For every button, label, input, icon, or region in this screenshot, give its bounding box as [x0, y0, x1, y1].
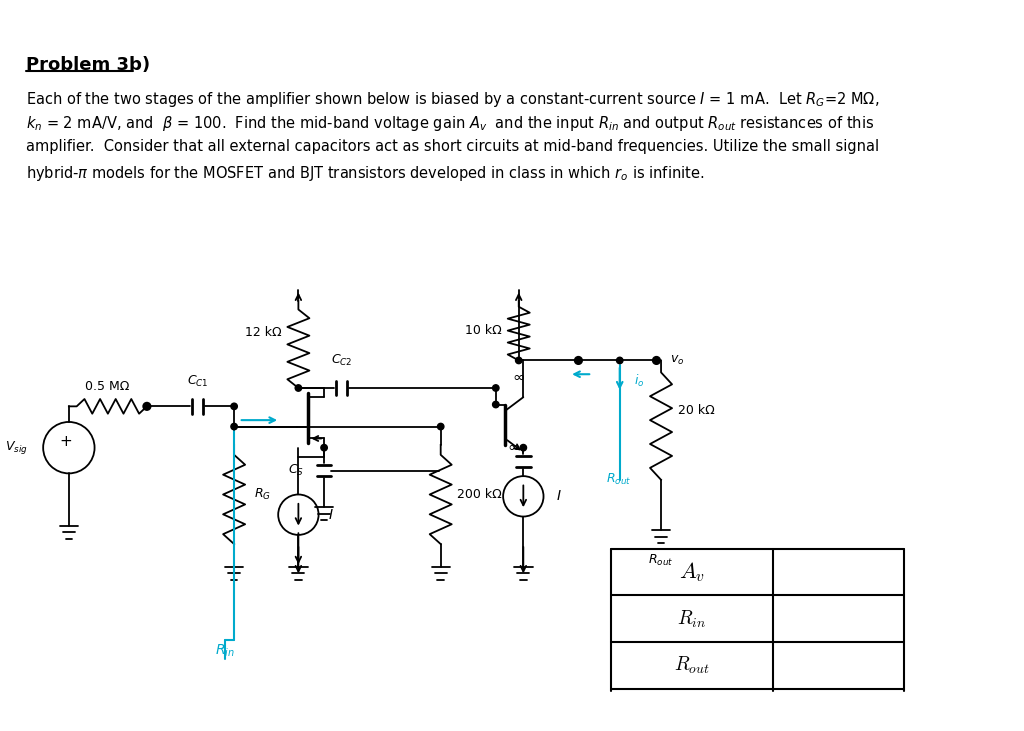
Circle shape	[143, 403, 151, 410]
Text: $A_v$: $A_v$	[679, 560, 705, 584]
Text: $V_{sig}$: $V_{sig}$	[5, 439, 28, 456]
Text: 200 kΩ: 200 kΩ	[458, 488, 502, 501]
Text: Problem 3b): Problem 3b)	[26, 56, 150, 74]
Text: $C_{C1}$: $C_{C1}$	[186, 374, 208, 389]
Text: $I$: $I$	[556, 489, 562, 504]
Text: 10 kΩ: 10 kΩ	[466, 324, 502, 337]
Circle shape	[230, 423, 238, 430]
Text: 0.5 MΩ: 0.5 MΩ	[85, 379, 130, 393]
Text: +: +	[59, 433, 73, 449]
Circle shape	[295, 385, 302, 391]
Text: $R_{out}$: $R_{out}$	[648, 553, 674, 569]
Text: $v_o$: $v_o$	[671, 354, 685, 367]
Circle shape	[230, 403, 238, 409]
Text: $i_o$: $i_o$	[634, 373, 644, 389]
Text: $C_S$: $C_S$	[288, 463, 304, 478]
Circle shape	[574, 357, 582, 364]
Circle shape	[515, 357, 522, 363]
Text: $R_{in}$: $R_{in}$	[215, 643, 234, 659]
Circle shape	[321, 444, 328, 451]
Text: $R_{out}$: $R_{out}$	[674, 655, 710, 676]
Text: $k_n$ = 2 mA/V, and  $\beta$ = 100.  Find the mid-band voltage gain $A_v$  and t: $k_n$ = 2 mA/V, and $\beta$ = 100. Find …	[26, 114, 873, 133]
Circle shape	[520, 444, 526, 451]
Text: $R_G$: $R_G$	[254, 487, 271, 502]
Circle shape	[616, 357, 623, 363]
Text: $C_{C2}$: $C_{C2}$	[331, 352, 352, 368]
Text: amplifier.  Consider that all external capacitors act as short circuits at mid-b: amplifier. Consider that all external ca…	[26, 139, 879, 154]
Text: ∞: ∞	[512, 369, 525, 385]
Circle shape	[493, 385, 499, 391]
Text: ∞: ∞	[508, 440, 520, 455]
Text: 20 kΩ: 20 kΩ	[678, 404, 715, 417]
Circle shape	[493, 401, 499, 408]
Text: $R_{out}$: $R_{out}$	[606, 472, 631, 488]
Circle shape	[652, 357, 660, 364]
Text: Each of the two stages of the amplifier shown below is biased by a constant-curr: Each of the two stages of the amplifier …	[26, 90, 879, 109]
Circle shape	[437, 423, 444, 430]
Text: $I$: $I$	[328, 508, 334, 522]
Text: $R_{in}$: $R_{in}$	[677, 608, 707, 629]
Text: hybrid-$\pi$ models for the MOSFET and BJT transistors developed in class in whi: hybrid-$\pi$ models for the MOSFET and B…	[26, 164, 703, 183]
Text: 12 kΩ: 12 kΩ	[245, 327, 282, 339]
